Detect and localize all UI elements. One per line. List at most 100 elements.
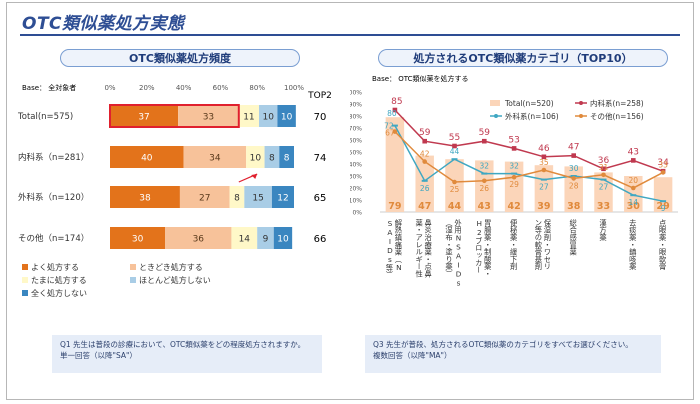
segment-value-label: 9	[263, 235, 269, 245]
bar-segment	[264, 146, 280, 168]
category-label: ン等の軟膏基剤	[534, 219, 543, 271]
total-bar-value-label: 79	[388, 201, 401, 212]
line-point-label: 30	[569, 164, 579, 173]
y-tick-label: 70%	[350, 126, 362, 133]
line-point-label: 44	[450, 147, 460, 156]
top2-value: 74	[314, 153, 327, 164]
line-point	[630, 194, 637, 197]
bar-segment	[165, 227, 232, 249]
category-label: 去痰薬・鎮咳薬	[628, 218, 637, 271]
segment-value-label: 14	[239, 235, 251, 245]
legend-marker	[494, 114, 498, 118]
legend-label: Total(n=520)	[504, 99, 554, 108]
total-bar-value-label: 47	[418, 201, 431, 212]
segment-value-label: 15	[252, 194, 263, 204]
line-point	[452, 143, 457, 149]
line-point	[660, 200, 667, 203]
total-bar-value-label: 29	[656, 201, 669, 212]
category-label: 便秘薬・緩下剤	[509, 218, 518, 271]
right-base-label: Base： OTC類似薬を処方する	[372, 74, 469, 83]
x-tick-label: 80%	[249, 84, 265, 92]
segment-value-label: 10	[277, 235, 289, 245]
series-line	[394, 125, 664, 202]
legend-label: 全く処方しない	[31, 288, 87, 298]
line-point-label: 29	[509, 180, 519, 189]
segment-value-label: 8	[234, 194, 240, 204]
line-point-label: 85	[391, 97, 402, 107]
category-label: H2ブロッカー	[475, 219, 484, 274]
line-point-label: 59	[479, 128, 491, 138]
category-label: その他（n=174）	[18, 233, 89, 244]
line-point	[601, 166, 606, 172]
line-point-label: 20	[629, 176, 639, 185]
y-tick-label: 80%	[350, 114, 362, 121]
right-section-heading: 処方されるOTC類似薬カテゴリ（TOP10）	[378, 49, 668, 67]
category-label: 総合感冒薬	[569, 218, 578, 256]
category-label: 解熱鎮痛薬（N	[394, 218, 403, 271]
left-note-line-1: Q1 先生は普段の診療において、OTC類似薬をどの程度処方されますか。	[60, 340, 306, 349]
category-label: 薬・アレルギー性	[415, 218, 424, 278]
line-point	[392, 107, 398, 113]
bar-segment	[238, 105, 260, 127]
bar-segment	[229, 186, 245, 208]
y-tick-label: 50%	[350, 150, 362, 157]
legend-label: たまに処方する	[31, 275, 87, 285]
line-point-label: 26	[420, 184, 430, 193]
line-point	[511, 146, 517, 151]
legend-swatch	[130, 277, 136, 283]
y-tick-label: 90%	[350, 102, 362, 109]
bar-segment	[110, 186, 180, 208]
category-label: 鼻炎治療薬・点鼻	[424, 218, 433, 278]
bar-segment	[246, 146, 265, 168]
left-note-line-2: 単一回答（以降"SA"）	[60, 351, 137, 360]
x-tick-label: 20%	[139, 84, 155, 92]
y-tick-label: 40%	[350, 162, 362, 169]
legend-label: 内科系(n=258)	[590, 98, 644, 108]
bar-segment	[110, 146, 184, 168]
total-bar-value-label: 42	[507, 201, 520, 212]
line-point-label: 55	[449, 133, 460, 143]
line-point	[481, 172, 488, 175]
total-bar	[653, 177, 673, 212]
line-point-label: 46	[538, 144, 550, 154]
category-label: Total(n=575)	[17, 112, 73, 122]
total-bar	[415, 155, 434, 212]
y-tick-label: 60%	[350, 138, 362, 145]
series-line	[394, 109, 664, 172]
line-point-label: 43	[628, 147, 639, 157]
segment-value-label: 40	[141, 154, 153, 164]
line-point	[571, 153, 576, 158]
line-point	[631, 185, 636, 191]
segment-value-label: 27	[199, 194, 210, 204]
legend-swatch	[490, 100, 500, 106]
segment-value-label: 8	[269, 154, 275, 164]
line-point-label: 27	[539, 183, 549, 192]
legend-marker	[579, 114, 583, 118]
bar-segment	[273, 227, 293, 249]
category-label: 胃腸薬・制酸薬・	[483, 219, 492, 277]
bar-segment	[271, 186, 294, 208]
line-point	[391, 124, 398, 127]
top2-header: TOP2	[307, 91, 332, 101]
y-tick-label: 100%	[350, 90, 362, 97]
total-bar-value-label: 39	[537, 201, 550, 212]
total-bar	[445, 159, 464, 212]
right-note-line-1: Q3 先生が普段、処方されるOTC類似薬のカテゴリをすべてお選びください。	[373, 340, 633, 349]
line-point	[571, 176, 576, 181]
segment-value-label: 10	[263, 113, 275, 123]
left-base-label: Base： 全対象者	[22, 83, 76, 92]
line-point	[482, 138, 487, 144]
segment-value-label: 38	[139, 194, 151, 204]
line-point-label: 67	[385, 129, 395, 138]
bar-segment	[279, 146, 294, 168]
segment-value-label: 10	[250, 154, 262, 164]
line-point-label: 35	[539, 158, 549, 167]
x-tick-label: 0%	[104, 84, 115, 92]
category-label: 点眼薬・眼軟膏	[658, 219, 667, 271]
line-point	[660, 170, 666, 175]
bar-segment	[259, 105, 278, 127]
line-point	[422, 138, 427, 144]
left-section-heading: OTC類似薬処方頻度	[60, 49, 300, 67]
legend-swatch	[22, 277, 28, 283]
segment-value-label: 8	[284, 154, 290, 164]
